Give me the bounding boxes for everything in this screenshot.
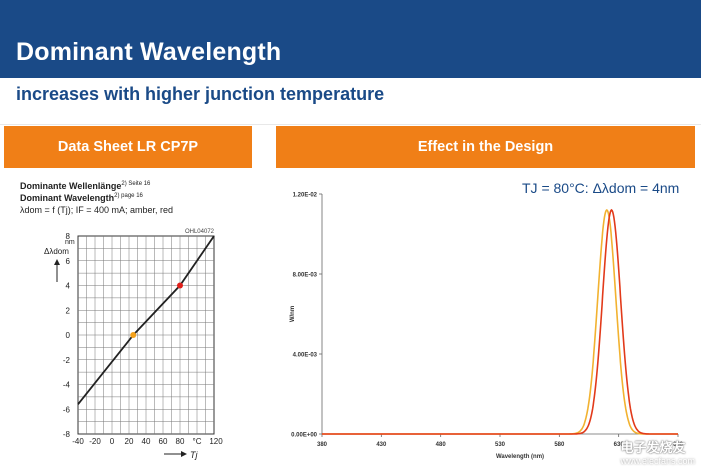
datasheet-xtick-label: -40 (72, 437, 84, 446)
spectrum-curve-25c (322, 208, 678, 435)
datasheet-xtick-label: -20 (89, 437, 101, 446)
spectrum-chart: 0.00E+00 4.00E-03 8.00E-03 1.20E-02 380 430 48… (290, 193, 684, 461)
datasheet-ytick-label: 8 (66, 232, 71, 241)
spectrum-xtick-label: 530 (495, 442, 506, 448)
datasheet-x-arrowhead (181, 451, 187, 457)
spectrum-xtick-label: 380 (317, 442, 328, 448)
datasheet-ytick-label: 6 (66, 257, 71, 266)
design-annotation: TJ = 80°C: Δλdom = 4nm (522, 180, 679, 196)
spectrum-xtick-label: 480 (436, 442, 447, 448)
datasheet-header: Data Sheet LR CP7P (4, 126, 252, 168)
slide-subtitle: increases with higher junction temperatu… (16, 84, 385, 104)
spectrum-axes: 0.00E+00 4.00E-03 8.00E-03 1.20E-02 380 430 48… (290, 193, 684, 461)
datasheet-marker-red (177, 282, 183, 289)
watermark-url: www.elecfans.com (620, 456, 695, 466)
datasheet-conditions: λdom = f (Tj); IF = 400 mA; amber, red (20, 205, 174, 215)
design-panel: Effect in the Design 0.00E+00 4.00E-03 8.0… (270, 126, 701, 474)
datasheet-plot-code: OHL04072 (185, 229, 215, 235)
spectrum-xtick-label: 430 (376, 442, 387, 448)
spectrum-xtick-label: 580 (554, 442, 565, 448)
datasheet-ytick-label: -4 (63, 381, 71, 390)
annotation-text: TJ = 80°C: Δλdom = 4nm (522, 180, 680, 196)
spectrum-ytick-label: 8.00E-03 (293, 273, 318, 279)
spectrum-xlabel: Wavelength (nm) (496, 454, 544, 460)
design-header: Effect in the Design (276, 126, 695, 168)
datasheet-ytick-label: 4 (66, 282, 71, 291)
datasheet-xtick-label: 20 (125, 437, 134, 446)
watermark: 电子发烧友 www.elecfans.com (588, 437, 695, 466)
title-banner: Dominant Wavelength (0, 0, 701, 78)
datasheet-ylabel: Δλdom (44, 247, 69, 256)
datasheet-ytick-label: -2 (63, 356, 71, 365)
spectrum-ytick-label: 1.20E-02 (293, 193, 318, 199)
spectrum-ytick-label: 4.00E-03 (293, 353, 318, 359)
datasheet-ytick-label: 2 (66, 306, 71, 315)
datasheet-line-de: Dominante Wellenlänge2) Seite 16 (20, 181, 150, 191)
datasheet-xtick-label: 0 (110, 437, 115, 446)
datasheet-line1-text: Dominante Wellenlänge (20, 181, 122, 191)
watermark-logo-icon (590, 449, 615, 462)
datasheet-ytick-label: 0 (66, 331, 71, 340)
datasheet-line2-ref: 2) page 16 (114, 193, 143, 199)
spectrum-xtick-label: 680 (673, 442, 684, 448)
header-arrow-tip (240, 126, 252, 168)
datasheet-ytick-label: -6 (63, 405, 71, 414)
datasheet-xtick-label: 80 (176, 437, 185, 446)
datasheet-xtick-label: 40 (142, 437, 151, 446)
slide-title: Dominant Wavelength (16, 38, 282, 66)
datasheet-xtick-label: °C (193, 437, 202, 446)
datasheet-line2-text: Dominant Wavelength (20, 193, 115, 203)
spectrum-marks (322, 208, 678, 435)
datasheet-marks (77, 235, 215, 405)
datasheet-xtick-label: 60 (159, 437, 168, 446)
spectrum-xtick-label: 630 (614, 442, 625, 448)
watermark-logo-text: 电子发烧友 (620, 440, 686, 455)
panel-top-border (0, 124, 701, 125)
datasheet-curve (77, 235, 215, 405)
datasheet-xtick-label: 120 (209, 437, 223, 446)
spectrum-curve-80c (322, 208, 678, 435)
datasheet-line-en: Dominant Wavelength2) page 16 (20, 193, 143, 203)
spectrum-ytick-label: 0.00E+00 (291, 433, 318, 439)
datasheet-y-arrowhead (54, 259, 60, 265)
datasheet-xlabel: Tj (190, 450, 198, 460)
datasheet-line1-ref: 2) Seite 16 (121, 181, 151, 187)
datasheet-ytick-label: -8 (63, 430, 71, 439)
datasheet-yunit: nm (65, 239, 75, 246)
datasheet-panel: Data Sheet LR CP7P Dominante Wellenlänge… (0, 126, 268, 474)
spectrum-ylabel: W/nm (290, 306, 296, 322)
datasheet-marker-amber (130, 332, 137, 338)
